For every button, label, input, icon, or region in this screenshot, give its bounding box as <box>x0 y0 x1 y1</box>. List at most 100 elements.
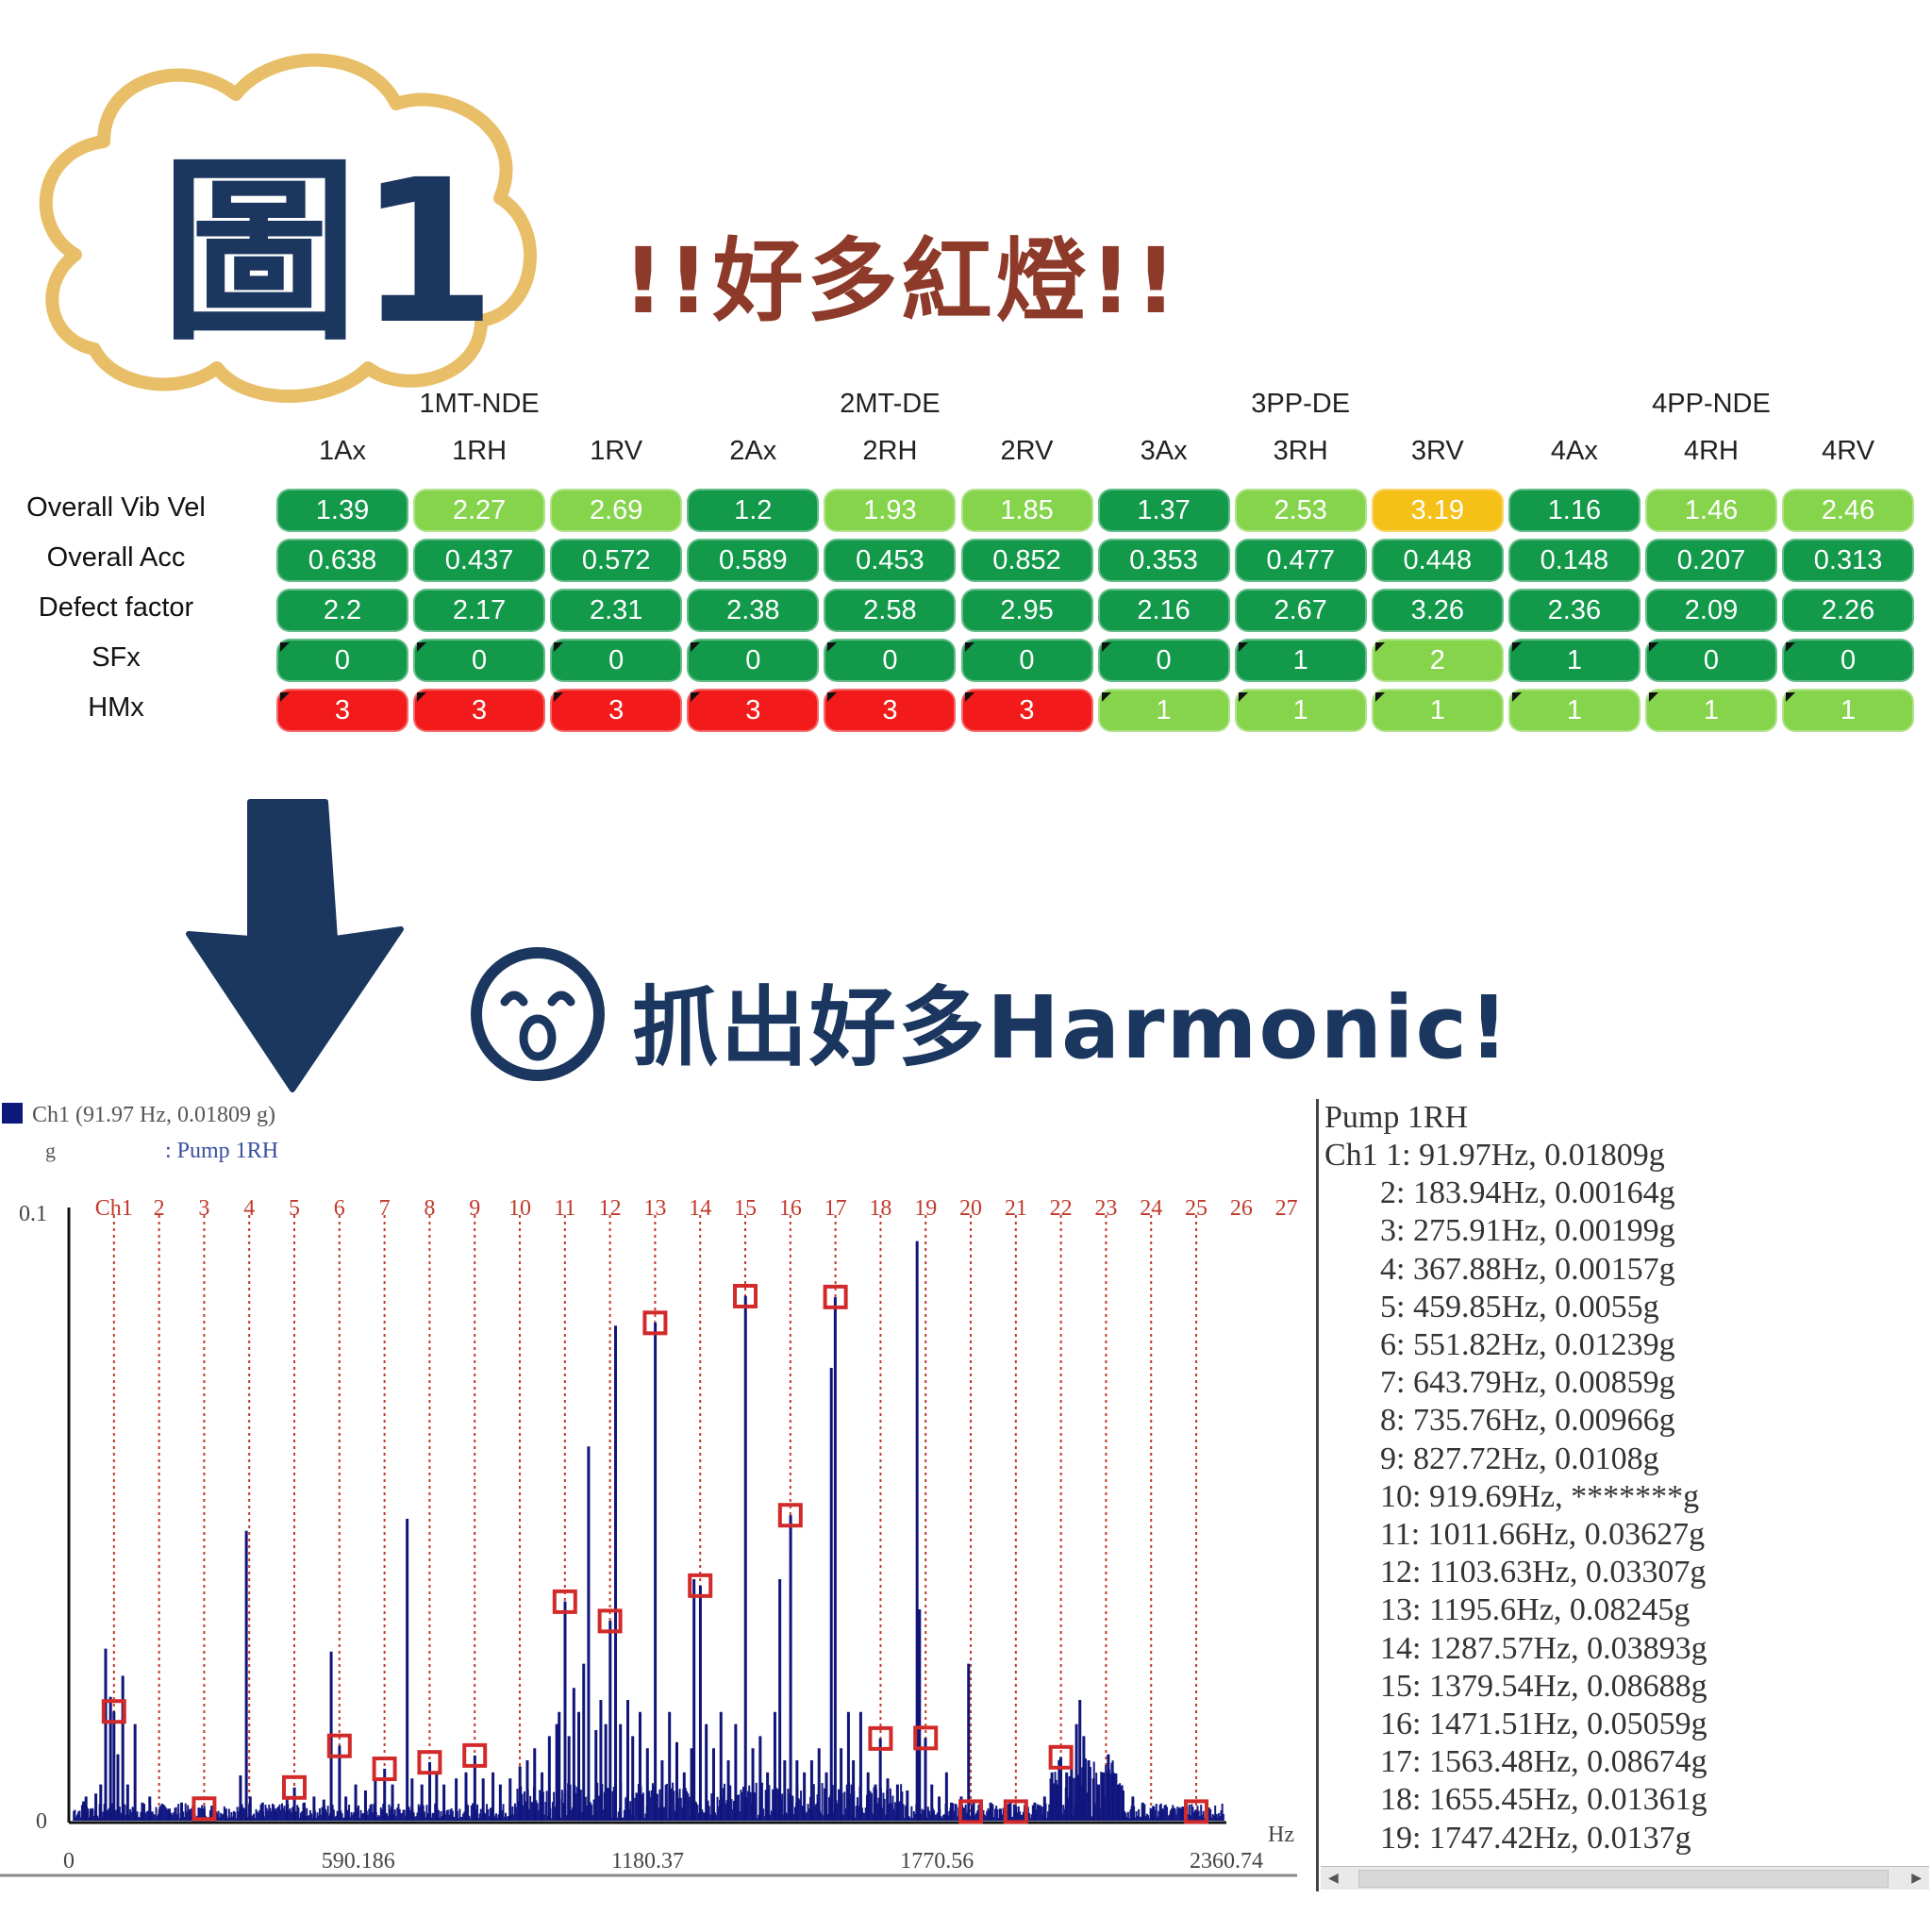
status-cell: 3 <box>413 689 546 732</box>
harmonic-label: 3 <box>198 1196 209 1221</box>
status-cell: 3 <box>550 689 683 732</box>
column-label-1rh: 1RH <box>452 436 508 466</box>
harmonic-marker <box>913 1725 939 1751</box>
title-tag-text: 圖1 <box>160 137 496 368</box>
status-cell: 1.39 <box>276 489 408 532</box>
harmonic-marker <box>868 1725 893 1751</box>
harmonic-marker <box>1048 1744 1074 1770</box>
harmonic-label: 17 <box>824 1196 847 1221</box>
cell-corner-marker <box>1511 692 1522 702</box>
listing-line: Ch1 1: 91.97Hz, 0.01809g <box>1324 1138 1665 1173</box>
harmonic-label: 16 <box>779 1196 802 1221</box>
down-arrow-icon <box>186 799 404 1092</box>
status-cell: 2.2 <box>276 589 408 632</box>
status-cell: 1 <box>1645 689 1777 732</box>
group-label-4pp-nde: 4PP-NDE <box>1652 389 1771 419</box>
subtitle-label: : Pump 1RH <box>165 1139 278 1163</box>
surprised-face-icon <box>471 947 605 1081</box>
cell-corner-marker <box>1101 642 1111 652</box>
status-cell: 0 <box>276 639 408 682</box>
harmonic-listing-panel[interactable]: Pump 1RH Ch1 1: 91.97Hz, 0.01809g 2: 183.… <box>1316 1099 1932 1891</box>
status-cell: 3.19 <box>1371 489 1504 532</box>
status-cell: 0 <box>413 639 546 682</box>
listing-line: 12: 1103.63Hz, 0.03307g <box>1380 1555 1707 1591</box>
listing-line: 5: 459.85Hz, 0.0055g <box>1380 1289 1659 1324</box>
status-cell: 3 <box>824 689 957 732</box>
status-cell: 0.477 <box>1234 539 1367 582</box>
listing-line: 16: 1471.51Hz, 0.05059g <box>1380 1707 1707 1742</box>
cell-corner-marker <box>827 642 838 652</box>
y-tick-label: 0.1 <box>19 1202 47 1226</box>
harmonic-marker <box>372 1757 397 1782</box>
listing-line: 4: 367.88Hz, 0.00157g <box>1380 1251 1675 1287</box>
status-cell: 0.589 <box>687 539 820 582</box>
listing-line: 10: 919.69Hz, *******g <box>1380 1478 1700 1514</box>
harmonic-label: 20 <box>959 1196 982 1221</box>
cell-corner-marker <box>417 642 427 652</box>
status-cell: 2.46 <box>1782 489 1915 532</box>
status-cell: 2.17 <box>413 589 546 632</box>
cell-corner-marker <box>1101 692 1111 702</box>
status-cell: 0.148 <box>1507 539 1641 582</box>
status-cell: 2.09 <box>1645 589 1777 632</box>
status-cell: 1 <box>1234 689 1367 732</box>
harmonic-marker <box>552 1589 577 1614</box>
row-label-overall-vib-vel: Overall Vib Vel <box>26 492 206 523</box>
harmonic-label: 2 <box>154 1196 165 1221</box>
cell-corner-marker <box>280 692 290 702</box>
status-cell: 1.46 <box>1645 489 1777 532</box>
group-label-2mt-de: 2MT-DE <box>840 389 941 419</box>
harmonic-label: 14 <box>689 1196 711 1221</box>
status-cell: 2.16 <box>1097 589 1230 632</box>
column-label-1rv: 1RV <box>590 436 643 466</box>
status-cell: 2.26 <box>1782 589 1915 632</box>
cell-corner-marker <box>1511 642 1522 652</box>
x-tick-label: 0 <box>63 1849 75 1874</box>
x-tick-label: 1770.56 <box>900 1849 974 1874</box>
column-label-2rh: 2RH <box>862 436 918 466</box>
status-cell: 0.313 <box>1782 539 1915 582</box>
harmonic-marker <box>326 1733 352 1758</box>
harmonic-label: 10 <box>508 1196 531 1221</box>
harmonic-label: 19 <box>914 1196 937 1221</box>
status-cell: 1 <box>1507 689 1641 732</box>
column-label-3rh: 3RH <box>1273 436 1328 466</box>
harmonic-label: 23 <box>1094 1196 1117 1221</box>
harmonic-label: 24 <box>1140 1196 1162 1221</box>
listing-line: 8: 735.76Hz, 0.00966g <box>1380 1403 1675 1439</box>
cell-corner-marker <box>1374 642 1385 652</box>
harmonic-marker <box>192 1796 217 1822</box>
cell-corner-marker <box>1238 692 1248 702</box>
status-cell: 2.31 <box>550 589 683 632</box>
scrollbar-thumb[interactable] <box>1358 1870 1889 1888</box>
listing-line: 9: 827.72Hz, 0.0108g <box>1380 1441 1659 1476</box>
listing-horizontal-scrollbar[interactable]: ◀ ▶ <box>1321 1866 1929 1890</box>
column-label-4ax: 4Ax <box>1550 436 1598 466</box>
cell-corner-marker <box>827 692 838 702</box>
harmonic-marker <box>597 1608 623 1634</box>
legend-label: Ch1 (91.97 Hz, 0.01809 g) <box>32 1103 275 1127</box>
status-cell: 0.638 <box>276 539 408 582</box>
status-cell: 0 <box>550 639 683 682</box>
harmonic-marker <box>958 1799 984 1824</box>
cloud-outline <box>39 53 537 403</box>
listing-line: 17: 1563.48Hz, 0.08674g <box>1380 1744 1707 1780</box>
listing-line: 7: 643.79Hz, 0.00859g <box>1380 1365 1675 1401</box>
harmonic-marker <box>733 1283 758 1308</box>
scroll-left-arrow-icon[interactable]: ◀ <box>1328 1871 1339 1886</box>
status-cell: 0.572 <box>550 539 683 582</box>
headline-red-lights: !!好多紅燈!! <box>623 228 1181 334</box>
subheadline-harmonic: 抓出好多Harmonic! <box>632 977 1511 1078</box>
cell-corner-marker <box>280 642 290 652</box>
cell-corner-marker <box>554 642 564 652</box>
listing-line: 6: 551.82Hz, 0.01239g <box>1380 1327 1675 1363</box>
status-cell: 1 <box>1371 689 1504 732</box>
harmonic-label: 11 <box>554 1196 575 1221</box>
column-label-4rv: 4RV <box>1822 436 1875 466</box>
harmonic-marker <box>642 1310 668 1336</box>
x-tick-label: 590.186 <box>322 1849 395 1874</box>
cell-corner-marker <box>1649 642 1658 652</box>
scroll-right-arrow-icon[interactable]: ▶ <box>1911 1871 1922 1886</box>
status-cell: 1 <box>1234 639 1367 682</box>
status-cell: 1 <box>1782 689 1915 732</box>
